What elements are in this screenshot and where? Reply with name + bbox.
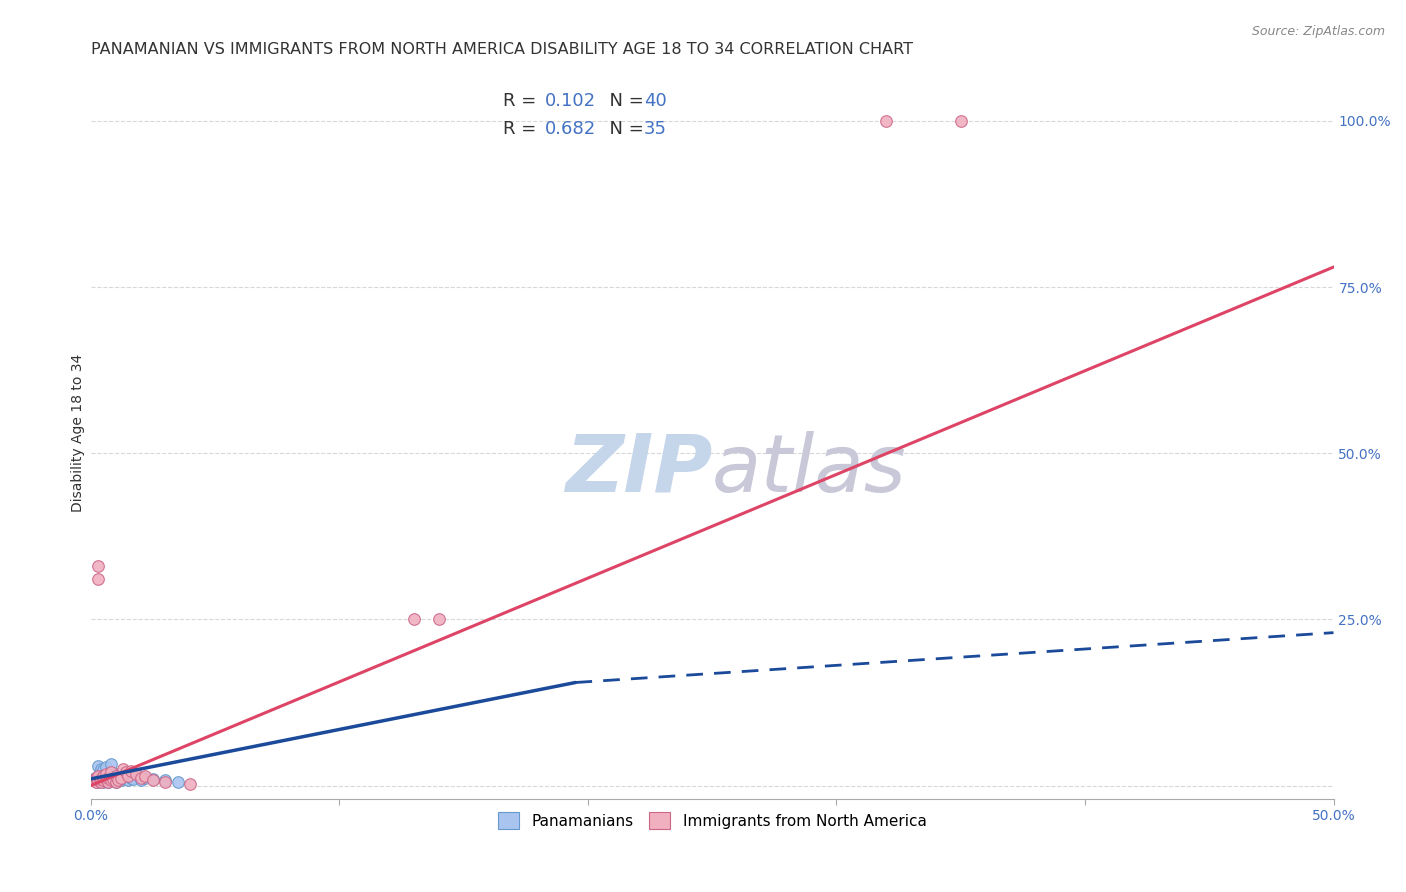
Point bbox=[91, 764, 114, 778]
Point bbox=[427, 612, 450, 626]
Point bbox=[82, 773, 104, 788]
Point bbox=[114, 772, 136, 786]
Point bbox=[90, 762, 112, 776]
Text: 35: 35 bbox=[644, 120, 666, 138]
Point bbox=[87, 772, 110, 786]
Point bbox=[100, 757, 122, 772]
Point bbox=[114, 765, 136, 780]
Text: ZIP: ZIP bbox=[565, 431, 713, 508]
Point bbox=[179, 776, 201, 790]
Point bbox=[155, 775, 177, 789]
Point bbox=[107, 766, 129, 780]
Point bbox=[104, 771, 127, 785]
Text: atlas: atlas bbox=[713, 431, 907, 508]
Point bbox=[91, 772, 114, 786]
Point bbox=[94, 766, 117, 780]
Point bbox=[94, 771, 117, 785]
Point bbox=[117, 773, 139, 788]
Point bbox=[91, 773, 114, 788]
Point bbox=[91, 768, 114, 782]
Point bbox=[100, 768, 122, 782]
Point bbox=[90, 775, 112, 789]
Point bbox=[90, 773, 112, 788]
Text: 0.682: 0.682 bbox=[544, 120, 596, 138]
Point bbox=[110, 773, 132, 788]
Point bbox=[100, 765, 122, 780]
Point bbox=[112, 762, 135, 776]
Point bbox=[124, 766, 146, 780]
Point bbox=[97, 771, 120, 785]
Point bbox=[155, 773, 177, 788]
Point bbox=[90, 772, 112, 786]
Point bbox=[101, 772, 124, 786]
Point bbox=[104, 775, 127, 789]
Legend: Panamanians, Immigrants from North America: Panamanians, Immigrants from North Ameri… bbox=[492, 806, 932, 835]
Point bbox=[134, 768, 156, 782]
Point bbox=[97, 772, 120, 786]
Point bbox=[87, 768, 110, 782]
Text: N =: N = bbox=[598, 120, 650, 138]
Point bbox=[87, 768, 110, 782]
Point bbox=[91, 768, 114, 782]
Point bbox=[87, 573, 110, 587]
Point bbox=[112, 768, 135, 782]
Point bbox=[87, 559, 110, 574]
Point bbox=[84, 771, 107, 785]
Point bbox=[875, 113, 897, 128]
Point bbox=[84, 773, 107, 788]
Point bbox=[100, 773, 122, 788]
Point bbox=[94, 760, 117, 774]
Point bbox=[122, 772, 145, 786]
Point bbox=[90, 764, 112, 778]
Point bbox=[82, 772, 104, 786]
Y-axis label: Disability Age 18 to 34: Disability Age 18 to 34 bbox=[72, 354, 86, 512]
Point bbox=[104, 768, 127, 782]
Point bbox=[134, 771, 156, 785]
Point bbox=[97, 775, 120, 789]
Point bbox=[402, 612, 425, 626]
Text: PANAMANIAN VS IMMIGRANTS FROM NORTH AMERICA DISABILITY AGE 18 TO 34 CORRELATION : PANAMANIAN VS IMMIGRANTS FROM NORTH AMER… bbox=[91, 42, 912, 57]
Point bbox=[107, 773, 129, 788]
Point bbox=[100, 773, 122, 788]
Point bbox=[87, 758, 110, 772]
Point bbox=[84, 771, 107, 785]
Point bbox=[120, 764, 142, 778]
Point bbox=[94, 772, 117, 786]
Point bbox=[90, 766, 112, 780]
Point bbox=[84, 775, 107, 789]
Text: 0.102: 0.102 bbox=[544, 92, 596, 111]
Point bbox=[129, 771, 152, 785]
Text: Source: ZipAtlas.com: Source: ZipAtlas.com bbox=[1251, 25, 1385, 38]
Point bbox=[120, 771, 142, 785]
Point bbox=[949, 113, 972, 128]
Point bbox=[104, 775, 127, 789]
Point bbox=[101, 772, 124, 786]
Point bbox=[97, 775, 120, 789]
Point bbox=[142, 772, 165, 786]
Point bbox=[142, 773, 165, 788]
Text: N =: N = bbox=[598, 92, 650, 111]
Text: 40: 40 bbox=[644, 92, 666, 111]
Text: R =: R = bbox=[503, 92, 543, 111]
Point bbox=[166, 775, 188, 789]
Point bbox=[87, 773, 110, 788]
Point bbox=[94, 766, 117, 780]
Point bbox=[129, 773, 152, 788]
Point bbox=[94, 773, 117, 788]
Point bbox=[91, 775, 114, 789]
Text: R =: R = bbox=[503, 120, 543, 138]
Point bbox=[110, 771, 132, 785]
Point bbox=[97, 765, 120, 780]
Point bbox=[87, 775, 110, 789]
Point bbox=[117, 768, 139, 782]
